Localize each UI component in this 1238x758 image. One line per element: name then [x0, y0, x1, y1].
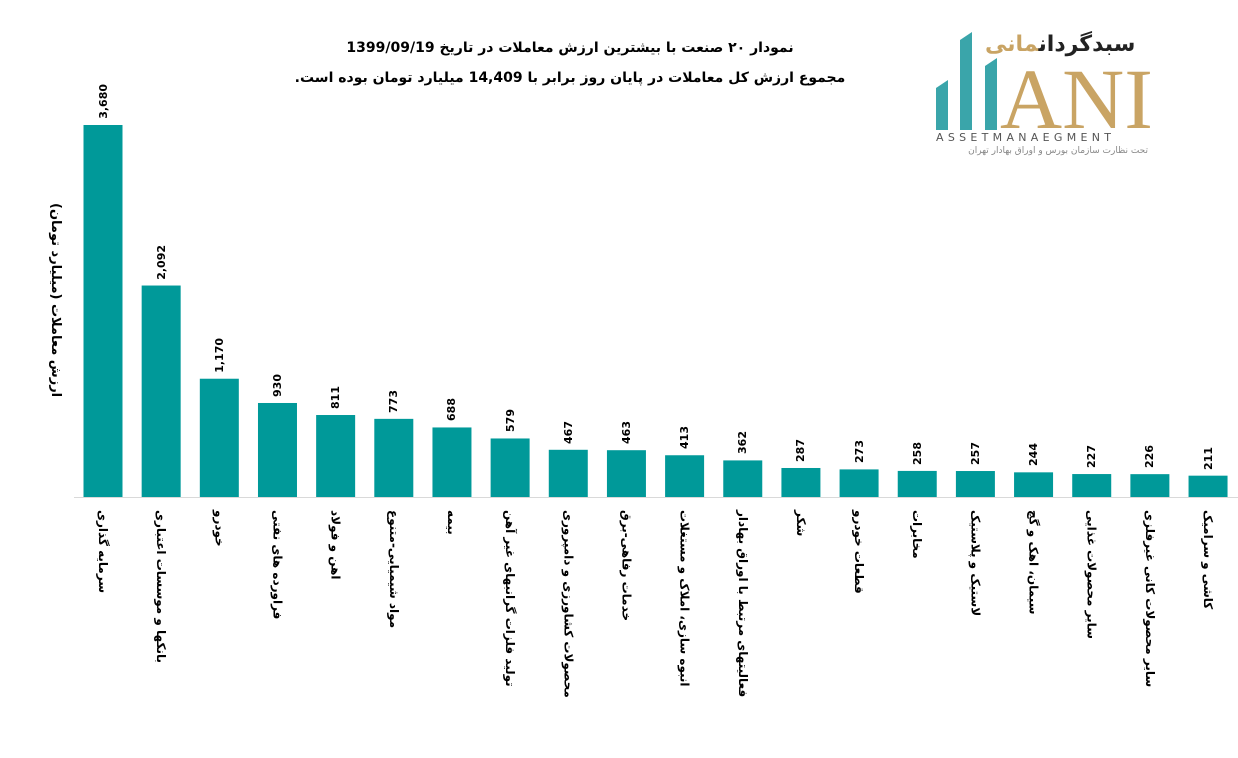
data-label: 227 [1085, 445, 1099, 469]
bar [432, 427, 472, 497]
data-label: 258 [910, 441, 924, 465]
bar [490, 438, 530, 497]
x-tick-label: فعالیتهای مرتبط با اوراق بهادار [735, 510, 750, 698]
bar [606, 450, 646, 497]
x-tick-label: محصولات کشاورزی و دامپروری [561, 510, 576, 698]
data-label: 579 [503, 409, 517, 433]
x-tick-label: خودرو [212, 510, 227, 547]
data-label: 773 [387, 389, 401, 413]
x-tick-label: مواد شیمیایی-متنوع [386, 510, 401, 629]
data-label: 688 [445, 398, 459, 422]
data-label: 257 [968, 442, 982, 465]
bar [1072, 474, 1112, 497]
x-tick-label: سایر محصولات کانی غیرفلزی [1142, 510, 1157, 688]
bar [141, 285, 181, 497]
bar [1014, 472, 1054, 497]
bar [257, 402, 297, 497]
x-tick-label: سرمایه گذاری [96, 510, 110, 594]
data-label: 811 [329, 386, 343, 409]
data-label: 413 [678, 426, 692, 450]
bar [897, 470, 937, 497]
data-label: 244 [1027, 443, 1041, 467]
x-tick-label: سیمان، اهک و گچ [1026, 510, 1041, 615]
data-label: 2,092 [154, 244, 168, 280]
bar [781, 467, 821, 497]
data-label: 362 [736, 431, 750, 455]
x-tick-label: خدمات رفاهی-برق [619, 510, 634, 622]
x-tick-label: فراورده های نفتی [270, 510, 285, 620]
x-tick-label: بیمه [444, 510, 459, 535]
data-label: 211 [1201, 446, 1215, 470]
data-label: 467 [561, 420, 575, 444]
bar [1130, 474, 1170, 497]
data-label: 273 [852, 440, 866, 464]
bar [1188, 475, 1228, 497]
x-tick-label: بانکها و موسسات اعتباری [154, 510, 169, 663]
logo-name-fa: سبدگردانمانی [985, 32, 1136, 57]
bar [955, 471, 995, 497]
logo-letters: ANI [1000, 51, 1153, 147]
x-tick-label: تولید فلزات گرانبهای غیر آهن [503, 510, 518, 687]
chart-subtitle: مجموع ارزش کل معاملات در پایان روز برابر… [294, 70, 846, 86]
bar [199, 378, 239, 497]
x-tick-label: انبوه سازی، املاک و مستغلات [677, 510, 692, 687]
x-tick-label: شکر [793, 510, 808, 537]
x-tick-label: لاستیک و پلاستیک [968, 510, 983, 617]
bar [723, 460, 763, 497]
data-label: 1,170 [212, 337, 226, 373]
data-label: 930 [270, 373, 284, 397]
data-label: 3,680 [96, 84, 110, 119]
bar [665, 455, 705, 497]
logo-name-en: ASSETMANAEGMENT [936, 131, 1116, 144]
logo-graphic: ANI [936, 32, 1153, 147]
bar [374, 418, 414, 497]
logo-subtitle: تحت نظارت سازمان بورس و اوراق بهادار تهر… [968, 146, 1148, 156]
y-axis-title: ارزش معاملات (میلیارد تومان) [48, 202, 63, 398]
x-tick-label: سایر محصولات غذایی [1084, 510, 1099, 639]
company-logo: ANI سبدگردانمانی ASSETMANAEGMENT تحت نظا… [930, 30, 1155, 160]
x-tick-label: اهن و فولاد [328, 510, 343, 580]
bar [83, 125, 123, 497]
bar [839, 469, 879, 497]
x-tick-label: قطعات خودرو [852, 510, 867, 594]
data-label: 226 [1143, 445, 1157, 469]
data-label: 287 [794, 438, 808, 462]
data-label: 463 [619, 421, 633, 445]
x-tick-label: مخابرات [910, 510, 925, 559]
chart-title: نمودار ۲۰ صنعت با بیشترین ارزش معاملات د… [346, 40, 794, 56]
bar [316, 415, 356, 497]
x-tick-label: کاشی و سرامیک [1201, 510, 1216, 610]
bar [548, 449, 588, 497]
